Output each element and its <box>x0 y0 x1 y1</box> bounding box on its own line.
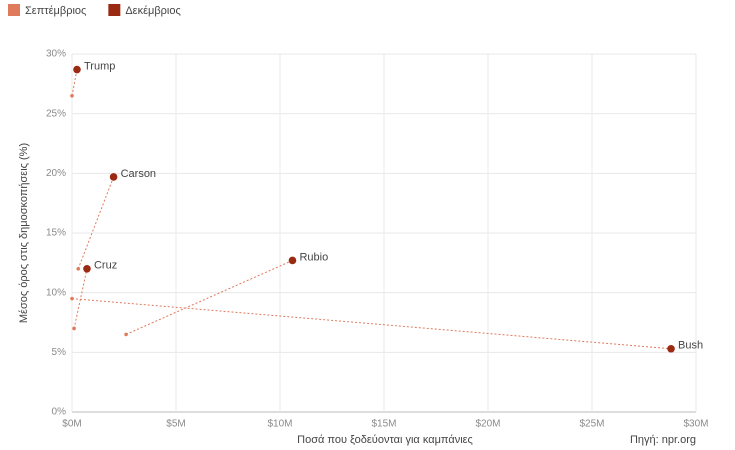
x-tick-label: $10M <box>267 419 292 430</box>
x-tick-label: $5M <box>166 419 185 430</box>
x-tick-label: $0M <box>62 419 81 430</box>
y-tick-label: 20% <box>46 168 66 179</box>
y-tick-label: 5% <box>52 347 67 358</box>
x-axis-label: Ποσά που ξοδεύονται για καμπάνιες <box>297 434 473 446</box>
y-tick-label: 25% <box>46 108 66 119</box>
y-axis-label: Μέσος όρος στις δημοσκοπήσεις (%) <box>18 143 30 323</box>
y-tick-label: 10% <box>46 287 66 298</box>
connector <box>71 298 672 350</box>
point-label: Cruz <box>94 260 117 272</box>
point <box>83 265 91 273</box>
point <box>70 296 74 301</box>
x-tick-label: $20M <box>475 419 500 430</box>
connector <box>77 176 115 269</box>
point <box>288 256 297 265</box>
legend-label: Δεκέμβριος <box>125 5 180 17</box>
point <box>109 173 118 181</box>
legend-swatch <box>108 4 121 16</box>
x-tick-label: $15M <box>371 419 396 430</box>
connector <box>71 69 78 96</box>
point-label: Rubio <box>299 251 328 263</box>
point <box>667 344 675 353</box>
x-tick-label: $25M <box>579 419 604 430</box>
x-tick-label: $30M <box>683 419 708 430</box>
point <box>124 332 128 337</box>
point-label: Carson <box>121 168 156 180</box>
source: Πηγή: npr.org <box>630 434 696 446</box>
point-label: Bush <box>678 340 703 352</box>
legend-swatch <box>8 4 20 16</box>
point <box>73 65 81 74</box>
y-tick-label: 0% <box>52 407 67 418</box>
point <box>70 93 74 98</box>
y-tick-label: 30% <box>46 49 66 60</box>
point <box>76 267 81 271</box>
legend-label: Σεπτέμβριος <box>25 5 86 17</box>
point <box>72 326 76 331</box>
point-label: Trump <box>84 60 115 72</box>
y-tick-label: 15% <box>46 228 66 239</box>
connector <box>125 259 293 335</box>
